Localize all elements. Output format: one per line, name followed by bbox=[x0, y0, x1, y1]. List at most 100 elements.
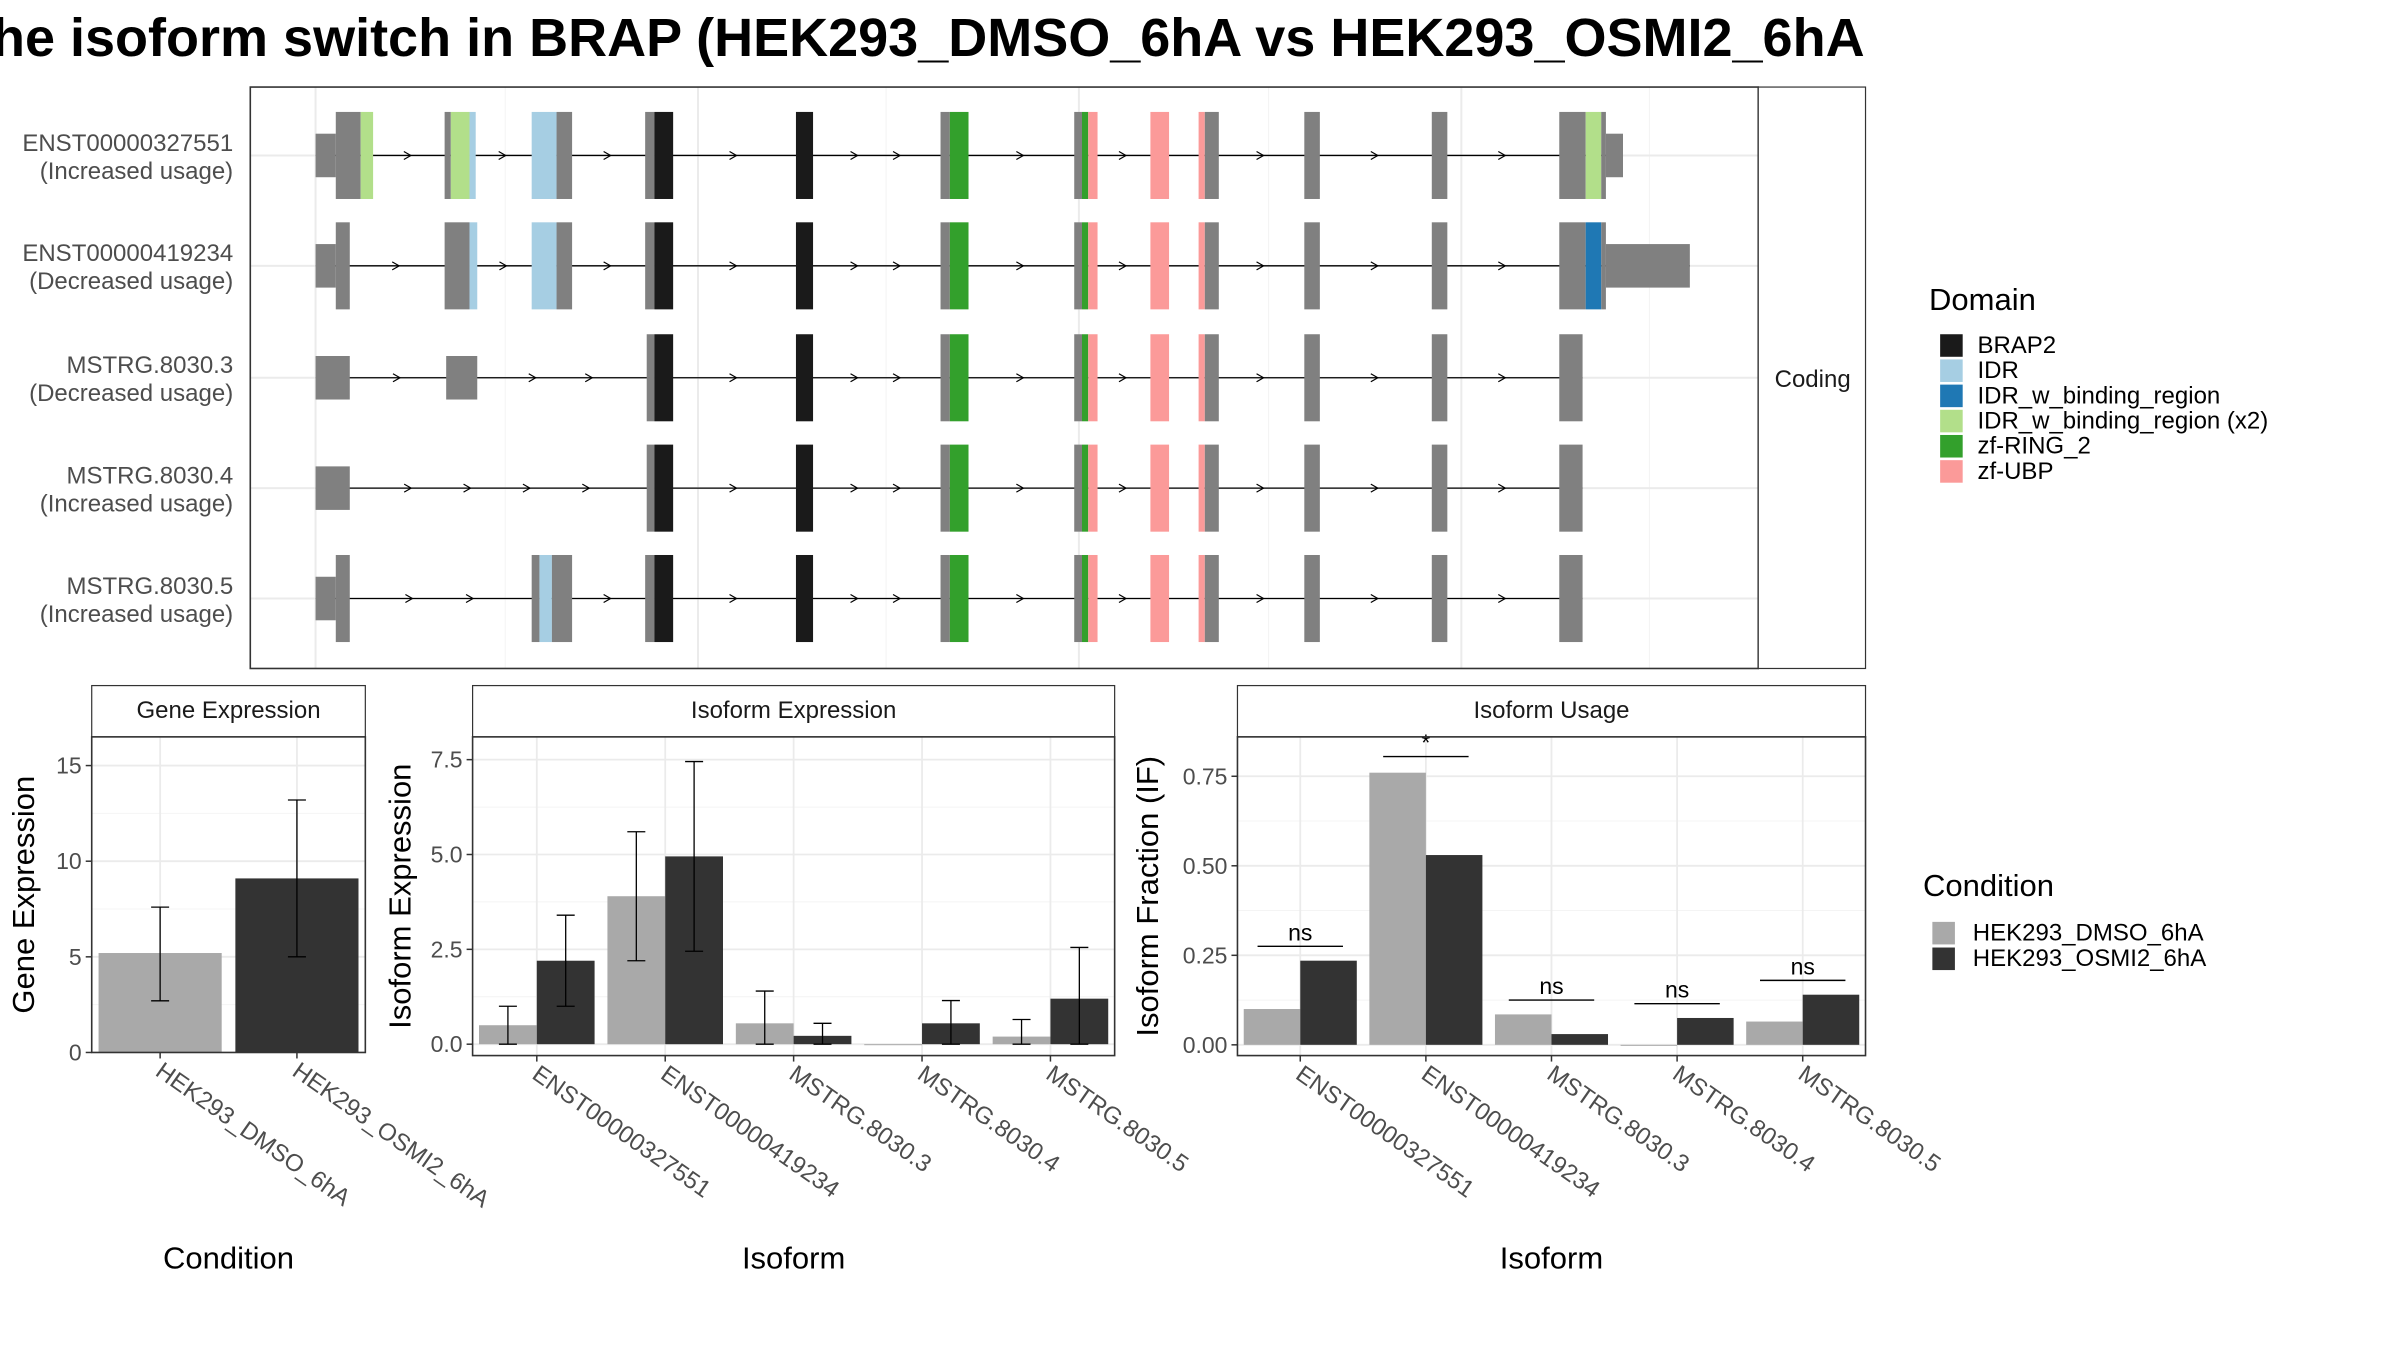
coding-exon bbox=[1074, 222, 1083, 310]
x-axis-title: Isoform bbox=[1500, 1241, 1603, 1276]
x-tick-label: MSTRG.8030.5 bbox=[1041, 1060, 1193, 1178]
coding-exon bbox=[1431, 334, 1448, 422]
legend-key-IDR_w_binding_region (x2) bbox=[1940, 409, 1963, 433]
y-axis-title: Isoform Fraction (IF) bbox=[1130, 756, 1165, 1037]
intron-arrow bbox=[1016, 483, 1025, 493]
intron-arrow bbox=[1370, 373, 1380, 383]
condition-legend-key bbox=[1932, 921, 1955, 945]
domain-IDR bbox=[531, 111, 557, 199]
coding-exon bbox=[1204, 554, 1219, 643]
domain-IDR bbox=[539, 554, 552, 643]
isoform-usage-label: (Increased usage) bbox=[40, 158, 233, 185]
intron-arrow bbox=[729, 150, 738, 160]
x-axis-title: Condition bbox=[163, 1241, 294, 1276]
intron-arrow bbox=[1370, 483, 1380, 493]
intron-arrow bbox=[1016, 150, 1025, 160]
coding-exon bbox=[940, 444, 950, 532]
coding-exon bbox=[646, 444, 655, 532]
isoform-track-ENST00000327551 bbox=[315, 111, 1624, 199]
figure-title: he isoform switch in BRAP (HEK293_DMSO_6… bbox=[0, 8, 1865, 68]
coding-exon bbox=[1431, 554, 1448, 643]
intron-arrow bbox=[1370, 150, 1380, 160]
coding-exon bbox=[1074, 111, 1083, 199]
domain-zf-UBP bbox=[1198, 444, 1205, 532]
intron-arrow bbox=[1498, 150, 1507, 160]
domain-zf-UBP bbox=[1198, 222, 1205, 310]
intron-arrow bbox=[850, 594, 859, 604]
domain-zf-UBP bbox=[1150, 444, 1170, 532]
intron-arrow bbox=[1118, 150, 1128, 160]
y-tick-label: 5 bbox=[69, 944, 82, 970]
bar bbox=[1369, 772, 1426, 1045]
y-axis-title: Isoform Expression bbox=[382, 764, 417, 1029]
coding-exon bbox=[1601, 111, 1606, 199]
domain-zf-RING_2 bbox=[1082, 334, 1089, 422]
intron-arrow bbox=[463, 483, 472, 493]
isoform-track-MSTRG.8030.5 bbox=[315, 554, 1583, 643]
domain-zf-UBP bbox=[1088, 111, 1098, 199]
legend-key-zf-RING_2 bbox=[1940, 434, 1963, 458]
bar bbox=[1620, 1044, 1678, 1046]
x-axis-title: Isoform bbox=[742, 1241, 845, 1276]
domain-zf-UBP bbox=[1150, 334, 1170, 422]
coding-exon bbox=[1559, 444, 1583, 532]
isoform-label: MSTRG.8030.5 bbox=[66, 573, 233, 600]
coding-exon bbox=[551, 554, 573, 643]
isoform-usage-panel: Isoform Usage0.000.250.500.75ENST0000032… bbox=[1130, 684, 1945, 1276]
coding-exon bbox=[1431, 444, 1448, 532]
domain-zf-RING_2 bbox=[1082, 111, 1089, 199]
coding-exon bbox=[1559, 554, 1583, 643]
intron-arrow bbox=[465, 594, 475, 604]
domain-BRAP2 bbox=[654, 334, 674, 422]
intron-arrow bbox=[1256, 483, 1265, 493]
legend-label-domain: zf-RING_2 bbox=[1977, 433, 2090, 460]
y-axis-title: Gene Expression bbox=[6, 776, 41, 1014]
panel-title: Isoform Usage bbox=[1473, 697, 1629, 724]
intron-arrow bbox=[1256, 373, 1265, 383]
domain-BRAP2 bbox=[795, 111, 814, 199]
coding-exon bbox=[444, 111, 451, 199]
coding-exon bbox=[1204, 334, 1219, 422]
structure-strip bbox=[1757, 86, 1867, 670]
utr-exon bbox=[315, 244, 336, 288]
coding-exon bbox=[940, 334, 950, 422]
intron-arrow bbox=[892, 150, 902, 160]
intron-arrow bbox=[729, 594, 738, 604]
condition-legend-label: HEK293_OSMI2_6hA bbox=[1973, 945, 2206, 972]
domain-BRAP2 bbox=[795, 334, 814, 422]
domain-zf-UBP bbox=[1088, 444, 1098, 532]
y-tick-label: 0.50 bbox=[1183, 853, 1228, 879]
coding-exon bbox=[335, 554, 350, 643]
intron-arrow bbox=[391, 261, 401, 271]
domain-BRAP2 bbox=[654, 444, 674, 532]
coding-exon bbox=[335, 111, 361, 199]
coding-exon bbox=[1304, 444, 1320, 532]
utr-exon bbox=[1605, 244, 1690, 288]
domain-IDRx2 bbox=[450, 111, 470, 199]
coding-exon bbox=[1559, 222, 1586, 310]
y-tick-label: 0.00 bbox=[1183, 1032, 1228, 1058]
coding-exon bbox=[940, 222, 950, 310]
isoform-label: MSTRG.8030.3 bbox=[66, 352, 233, 379]
domain-zf-RING_2 bbox=[1082, 444, 1089, 532]
significance-label: ns bbox=[1791, 953, 1815, 979]
coding-exon bbox=[1074, 554, 1083, 643]
domain-IDRx2 bbox=[1585, 111, 1602, 199]
intron-arrow bbox=[892, 261, 902, 271]
domain-zf-RING_2 bbox=[949, 554, 969, 643]
intron-arrow bbox=[603, 594, 612, 604]
coding-exon bbox=[1304, 554, 1320, 643]
intron-arrow bbox=[892, 594, 902, 604]
intron-arrow bbox=[1256, 150, 1265, 160]
intron-arrow bbox=[729, 483, 738, 493]
coding-exon bbox=[1601, 222, 1606, 310]
condition-legend-label: HEK293_DMSO_6hA bbox=[1973, 920, 2204, 947]
coding-exon bbox=[645, 554, 655, 643]
domain-BRAP2 bbox=[654, 111, 674, 199]
utr-exon bbox=[315, 466, 350, 510]
bar bbox=[1551, 1034, 1609, 1045]
strip-label-coding: Coding bbox=[1775, 366, 1851, 393]
y-tick-label: 2.5 bbox=[431, 936, 463, 962]
intron-arrow bbox=[1498, 373, 1507, 383]
